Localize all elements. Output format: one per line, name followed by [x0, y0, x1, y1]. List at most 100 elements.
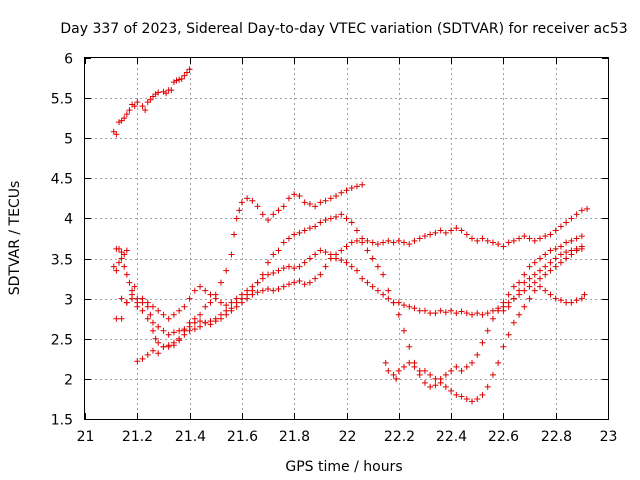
data-point: [139, 307, 146, 314]
data-point: [552, 263, 559, 270]
data-point: [327, 195, 334, 202]
data-point: [312, 275, 319, 282]
data-point: [338, 211, 345, 218]
data-point: [364, 279, 371, 286]
data-point: [505, 291, 512, 298]
data-point: [306, 225, 313, 232]
data-point: [563, 239, 570, 246]
data-point: [181, 331, 188, 338]
data-point: [155, 307, 162, 314]
data-point: [165, 331, 172, 338]
data-point: [115, 245, 122, 252]
data-point: [374, 287, 381, 294]
x-tick-label: 23: [600, 429, 618, 445]
data-point: [265, 259, 272, 266]
data-point: [458, 308, 465, 315]
data-point: [537, 255, 544, 262]
data-point: [484, 237, 491, 244]
data-point: [129, 291, 136, 298]
data-point: [542, 251, 549, 258]
data-point: [479, 391, 486, 398]
data-point: [437, 379, 444, 386]
data-point: [301, 227, 308, 234]
data-point: [301, 281, 308, 288]
data-point: [197, 323, 204, 330]
data-point: [526, 295, 533, 302]
data-point: [149, 319, 156, 326]
data-point: [176, 307, 183, 314]
data-point: [521, 271, 528, 278]
data-point: [369, 255, 376, 262]
data-point: [238, 199, 245, 206]
series-track-high: [113, 181, 366, 350]
data-point: [463, 363, 470, 370]
data-point: [448, 367, 455, 374]
x-tick-label: 21.2: [122, 429, 153, 445]
data-point: [322, 263, 329, 270]
y-tick-label: 5: [64, 132, 73, 148]
data-point: [186, 295, 193, 302]
y-axis-label: SDTVAR / TECUs: [7, 181, 23, 296]
data-point: [343, 215, 350, 222]
data-point: [563, 219, 570, 226]
data-point: [233, 303, 240, 310]
data-point: [270, 251, 277, 258]
data-point: [170, 329, 177, 336]
data-point: [474, 237, 481, 244]
data-point: [495, 359, 502, 366]
y-tick-label: 5.5: [51, 92, 73, 108]
data-point: [270, 269, 277, 276]
data-point: [359, 275, 366, 282]
data-point: [176, 337, 183, 344]
data-point: [369, 283, 376, 290]
data-point: [385, 287, 392, 294]
data-point: [249, 291, 256, 298]
data-point: [563, 255, 570, 262]
data-point: [327, 251, 334, 258]
data-point: [469, 235, 476, 242]
data-point: [557, 251, 564, 258]
x-tick-label: 21.8: [279, 429, 310, 445]
data-point: [338, 257, 345, 264]
data-point: [170, 311, 177, 318]
data-point: [181, 303, 188, 310]
data-point: [113, 267, 120, 274]
data-point: [521, 287, 528, 294]
data-point: [155, 323, 162, 330]
data-point: [233, 215, 240, 222]
x-tick-label: 22.2: [384, 429, 415, 445]
data-point: [131, 103, 138, 110]
y-tick-label: 2.5: [51, 333, 73, 349]
data-point: [228, 299, 235, 306]
data-point: [306, 201, 313, 208]
x-tick-label: 22.6: [488, 429, 519, 445]
data-point: [217, 279, 224, 286]
data-point: [212, 318, 219, 325]
data-point: [448, 307, 455, 314]
data-point: [134, 358, 141, 365]
data-point: [207, 299, 214, 306]
data-point: [510, 295, 517, 302]
data-point: [437, 307, 444, 314]
data-point: [505, 303, 512, 310]
data-point: [183, 69, 190, 76]
x-tick-label: 22: [339, 429, 357, 445]
data-point: [207, 321, 214, 328]
data-point: [442, 309, 449, 316]
data-point: [427, 231, 434, 238]
data-point: [178, 75, 185, 82]
data-point: [552, 295, 559, 302]
data-point: [401, 302, 408, 309]
data-point: [526, 283, 533, 290]
data-point: [458, 227, 465, 234]
data-point: [244, 295, 251, 302]
data-point: [500, 307, 507, 314]
data-point: [223, 311, 230, 318]
data-point: [228, 251, 235, 258]
data-point: [458, 393, 465, 400]
data-point: [406, 359, 413, 366]
data-point: [181, 72, 188, 79]
data-point: [173, 77, 180, 84]
data-point: [254, 203, 261, 210]
data-point: [301, 199, 308, 206]
